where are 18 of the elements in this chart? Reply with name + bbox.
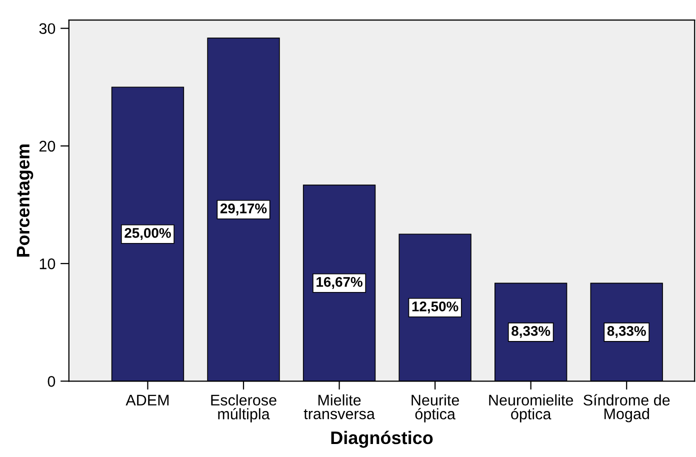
x-tick-label: Esclerose múltipla: [211, 394, 276, 422]
y-tick-label: 0: [48, 376, 56, 387]
x-tick-label: Neuromielite óptica: [489, 394, 574, 422]
data-label: 29,17%: [220, 204, 267, 216]
y-tick-label: 10: [40, 258, 56, 270]
data-label: 8,33%: [512, 326, 550, 338]
data-label: 16,67%: [316, 277, 362, 289]
data-label: 8,33%: [607, 326, 646, 338]
x-tick-label: Síndrome de Mogad: [584, 394, 670, 422]
x-tick-label: Mielite transversa: [304, 394, 375, 420]
data-label: 12,50%: [412, 302, 458, 314]
x-axis-title: Diagnóstico: [331, 430, 433, 448]
x-tick-label: ADEM: [126, 394, 169, 406]
data-label: 25,00%: [124, 228, 171, 240]
y-tick-label: 30: [39, 23, 56, 34]
y-axis-title: Porcentagem: [16, 144, 34, 257]
x-tick-label: Neurite óptica: [412, 394, 460, 422]
y-tick-label: 20: [39, 140, 56, 152]
